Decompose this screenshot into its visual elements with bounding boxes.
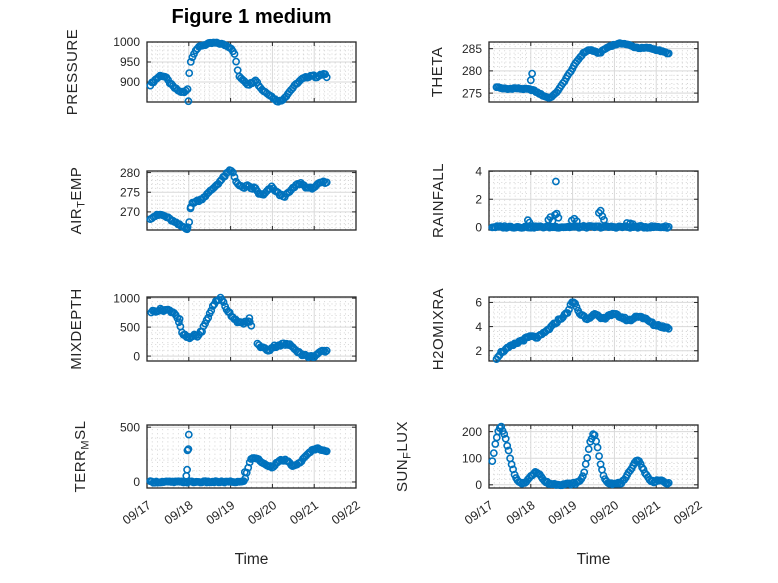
tick-marks xyxy=(488,297,699,361)
x-tick-label: 09/17 xyxy=(462,498,496,527)
data-points xyxy=(146,430,331,487)
subplot-pressure: 900 950 1000 PRESSURE xyxy=(64,29,357,116)
y-tick-label: 4 xyxy=(475,320,482,334)
axes-box xyxy=(146,170,357,231)
y-tick-label: 100 xyxy=(462,451,482,465)
data-points xyxy=(492,298,673,363)
y-tick-label: 500 xyxy=(120,420,140,434)
y-tick-label: 1000 xyxy=(113,291,140,305)
y-axis-label-sun_flux: SUNFLUX xyxy=(394,421,414,492)
x-tick-label: 09/20 xyxy=(245,498,279,527)
y-tick-label: 285 xyxy=(462,42,482,56)
axes-box xyxy=(488,296,699,362)
y-tick-label: 275 xyxy=(462,86,482,100)
y-tick-label: 500 xyxy=(120,320,140,334)
y-tick-label: 2 xyxy=(475,192,482,206)
y-tick-label: 2 xyxy=(475,344,482,358)
subplot-h2omixra: 2 4 6 H2OMIXRA xyxy=(430,288,699,370)
y-axis-label-air_temp: AIRTEMP xyxy=(68,167,88,235)
x-tick-label: 09/17 xyxy=(120,498,154,527)
x-axis-label-left: Time xyxy=(234,551,269,568)
y-tick-label: 6 xyxy=(475,296,482,310)
axes-box xyxy=(146,41,357,103)
y-tick-label: 275 xyxy=(120,185,140,199)
x-tick-label: 09/20 xyxy=(587,498,621,527)
x-axis-label-right: Time xyxy=(576,551,611,568)
data-points xyxy=(492,39,673,102)
subplot-rainfall: 0 2 4 RAINFALL xyxy=(430,163,699,238)
subplot-terr_msl: 0 500 09/17 09/18 09/19 09/20 09/21 09/22 TERRMS… xyxy=(72,420,363,527)
x-tick-label: 09/21 xyxy=(287,498,321,527)
data-points xyxy=(488,177,673,232)
axes-box xyxy=(488,41,699,103)
major-grid xyxy=(147,297,356,361)
data-points xyxy=(147,293,331,362)
y-tick-label: 4 xyxy=(475,164,482,178)
minor-grid xyxy=(489,171,698,230)
x-tick-label: 09/22 xyxy=(671,498,705,527)
y-tick-label: 950 xyxy=(120,55,140,69)
subplot-sun_flux: 0 100 200 09/17 09/18 09/19 09/20 09/21 09/22 SUN… xyxy=(394,421,705,527)
y-axis-label-pressure: PRESSURE xyxy=(64,29,81,116)
y-tick-label: 0 xyxy=(475,220,482,234)
y-tick-label: 0 xyxy=(133,475,140,489)
x-tick-label: 09/22 xyxy=(329,498,363,527)
subplot-theta: 275 280 285 THETA xyxy=(429,39,699,103)
data-points xyxy=(146,166,331,234)
y-tick-label: 0 xyxy=(475,478,482,492)
axes-box xyxy=(146,296,357,362)
subplot-mixdepth: 0 500 1000 MIXDEPTH xyxy=(68,288,357,370)
y-tick-label: 270 xyxy=(120,205,140,219)
y-tick-label: 900 xyxy=(120,75,140,89)
x-tick-label: 09/18 xyxy=(162,498,196,527)
data-points xyxy=(146,38,331,106)
subplot-air_temp: 270 275 280 AIRTEMP xyxy=(68,166,357,235)
y-tick-label: 1000 xyxy=(113,35,140,49)
x-tick-label: 09/18 xyxy=(504,498,538,527)
y-axis-label-mixdepth: MIXDEPTH xyxy=(68,288,85,370)
tick-marks xyxy=(488,42,699,102)
y-tick-label: 0 xyxy=(133,349,140,363)
y-tick-label: 280 xyxy=(120,166,140,180)
data-points xyxy=(488,422,673,490)
y-axis-label-rainfall: RAINFALL xyxy=(430,163,447,238)
y-axis-label-theta: THETA xyxy=(429,47,446,98)
y-axis-label-terr_msl: TERRMSL xyxy=(72,421,92,493)
y-axis-label-h2omixra: H2OMIXRA xyxy=(430,288,447,370)
minor-grid xyxy=(147,171,356,230)
x-tick-label: 09/19 xyxy=(546,498,580,527)
y-tick-label: 200 xyxy=(462,425,482,439)
figure-title: Figure 1 medium xyxy=(171,6,332,28)
x-tick-label: 09/19 xyxy=(204,498,238,527)
x-tick-label: 09/21 xyxy=(629,498,663,527)
y-tick-label: 280 xyxy=(462,64,482,78)
tick-marks xyxy=(146,171,357,230)
axes-box xyxy=(488,424,699,489)
axes-box xyxy=(146,424,357,489)
